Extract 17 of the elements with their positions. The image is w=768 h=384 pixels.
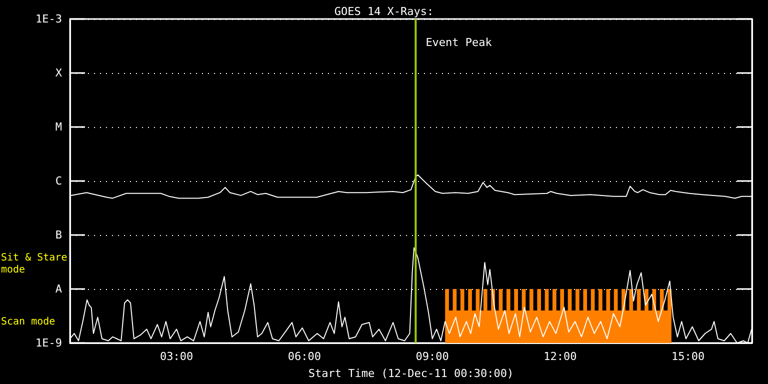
y-tick-label: X bbox=[55, 66, 62, 80]
chart-title: GOES 14 X-Rays: bbox=[334, 5, 434, 18]
x-tick-label: 09:00 bbox=[416, 350, 449, 363]
text: Sit & Stare mode bbox=[1, 252, 68, 276]
y-tick-label: 1E-9 bbox=[36, 336, 62, 350]
x-axis-title: Start Time (12-Dec-11 00:30:00) bbox=[308, 367, 514, 380]
x-tick-label: 03:00 bbox=[160, 350, 194, 363]
x-tick-label: 06:00 bbox=[288, 350, 321, 363]
ref-line-label: Event Peak bbox=[426, 36, 492, 49]
y-tick-label: M bbox=[55, 120, 62, 134]
y-tick-label: 1E-3 bbox=[36, 12, 62, 26]
y-tick-label: B bbox=[55, 228, 62, 242]
x-tick-label: 12:00 bbox=[544, 350, 577, 363]
text: Scan mode bbox=[1, 316, 56, 328]
x-tick-label: 15:00 bbox=[672, 350, 705, 363]
y-tick-label: A bbox=[55, 282, 62, 296]
y-tick-label: C bbox=[55, 174, 62, 188]
